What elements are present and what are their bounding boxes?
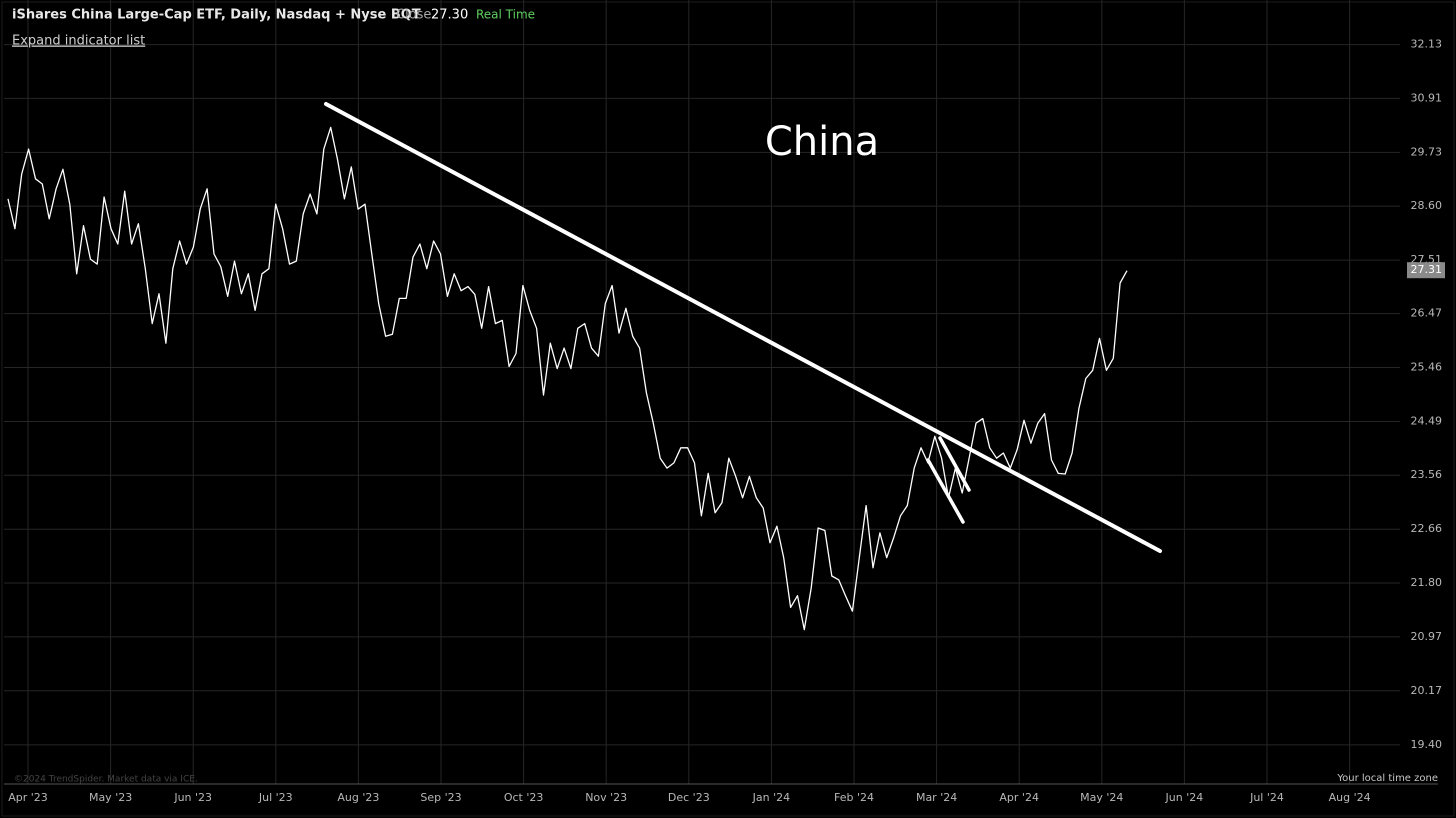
y-tick-label: 29.73 <box>1411 145 1443 158</box>
y-tick-label: 19.40 <box>1411 738 1443 751</box>
x-tick-label: Mar '24 <box>916 791 957 804</box>
y-tick-label: 24.49 <box>1411 414 1443 427</box>
x-tick-label: Jan '24 <box>752 791 790 804</box>
chart-title: iShares China Large-Cap ETF, Daily, Nasd… <box>12 8 421 23</box>
x-tick-label: Jun '24 <box>1165 791 1204 804</box>
y-tick-label: 26.47 <box>1411 307 1443 320</box>
last-price-label: 27.31 <box>1411 263 1443 276</box>
flag-line <box>938 436 971 492</box>
plot-area <box>7 126 1128 631</box>
x-tick-label: Sep '23 <box>420 791 461 804</box>
x-tick-label: Nov '23 <box>585 791 627 804</box>
x-tick-label: Apr '24 <box>999 791 1039 804</box>
x-tick-label: Jul '23 <box>258 791 293 804</box>
y-tick-label: 32.13 <box>1411 38 1443 51</box>
expand-indicator-link[interactable]: Expand indicator list <box>12 34 145 49</box>
annotation-text: China <box>765 119 879 165</box>
x-tick-label: May '24 <box>1080 791 1123 804</box>
y-tick-label: 28.60 <box>1411 199 1443 212</box>
close-value: 27.30 <box>431 8 468 23</box>
y-tick-label: 22.66 <box>1411 522 1443 535</box>
x-tick-label: Dec '23 <box>668 791 710 804</box>
x-tick-label: Jun '23 <box>173 791 212 804</box>
last-price-tag <box>1407 262 1445 279</box>
close-label: Close <box>396 8 431 23</box>
trend-line <box>324 102 1162 553</box>
flag-line <box>926 458 965 524</box>
x-tick-label: Feb '24 <box>834 791 874 804</box>
x-tick-label: Apr '23 <box>8 791 48 804</box>
y-tick-label: 30.91 <box>1411 91 1443 104</box>
x-tick-label: Aug '24 <box>1329 791 1371 804</box>
status: Real Time <box>476 8 535 22</box>
x-tick-label: Jul '24 <box>1249 791 1284 804</box>
x-tick-label: Oct '23 <box>504 791 544 804</box>
x-tick-label: May '23 <box>89 791 132 804</box>
grid <box>4 0 1400 784</box>
y-tick-label: 25.46 <box>1411 361 1443 374</box>
y-tick-label: 23.56 <box>1411 468 1443 481</box>
y-tick-label: 20.97 <box>1411 630 1443 643</box>
y-tick-label: 20.17 <box>1411 684 1443 697</box>
timezone-note: Your local time zone <box>1336 773 1438 784</box>
y-tick-label: 21.80 <box>1411 576 1443 589</box>
drawings <box>324 102 1162 553</box>
x-tick-label: Aug '23 <box>337 791 379 804</box>
copyright: ©2024 TrendSpider. Market data via ICE. <box>14 775 198 785</box>
price-line <box>7 126 1128 631</box>
